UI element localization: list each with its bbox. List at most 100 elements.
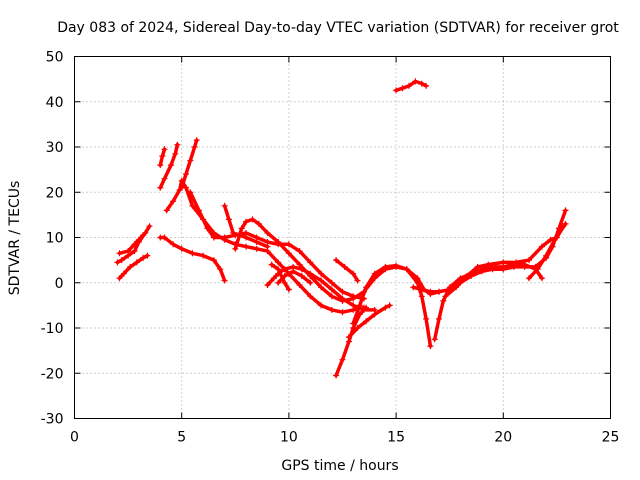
- data-point-marker: [159, 153, 166, 160]
- sdtvar-trace: [527, 222, 568, 280]
- data-point-marker: [318, 277, 325, 284]
- data-point-marker: [339, 356, 346, 363]
- x-tick-label: 25: [602, 430, 620, 446]
- data-point-marker: [255, 220, 262, 227]
- data-point-marker: [298, 266, 305, 273]
- data-point-marker: [193, 137, 200, 144]
- data-point-marker: [163, 207, 170, 214]
- data-point-marker: [350, 270, 357, 277]
- data-point-marker: [382, 263, 389, 270]
- data-point-marker: [118, 257, 125, 264]
- y-tick-label: 0: [55, 276, 64, 292]
- data-point-marker: [264, 230, 271, 236]
- data-point-marker: [268, 261, 275, 268]
- data-point-marker: [290, 268, 297, 275]
- grid: [74, 56, 611, 419]
- data-point-marker: [172, 150, 179, 157]
- data-point-marker: [463, 273, 470, 279]
- data-point-marker: [382, 304, 389, 311]
- data-point-marker: [230, 230, 237, 236]
- data-point-marker: [210, 257, 217, 264]
- data-point-marker: [412, 78, 419, 85]
- sdtvar-trace: [443, 224, 566, 299]
- data-point-marker: [431, 336, 438, 343]
- data-point-marker: [534, 266, 541, 273]
- data-point-marker: [307, 259, 314, 266]
- data-point-marker: [341, 263, 348, 270]
- data-point-marker: [285, 241, 292, 248]
- data-point-marker: [538, 275, 545, 282]
- data-point-marker: [221, 277, 228, 284]
- x-tick-label: 10: [280, 430, 298, 446]
- data-point-marker: [363, 318, 370, 325]
- y-tick-label: -10: [41, 321, 64, 337]
- data-point-marker: [140, 254, 147, 261]
- data-point-marker: [210, 234, 217, 241]
- data-point-marker: [146, 223, 153, 230]
- data-point-marker: [418, 80, 425, 87]
- data-point-marker: [187, 157, 194, 164]
- data-point-marker: [116, 250, 123, 257]
- data-point-marker: [275, 266, 282, 273]
- data-point-marker: [440, 297, 447, 304]
- data-point-marker: [551, 236, 558, 243]
- axis-ticks: 0 5 10 15 20 25 -30 -20 -10 0 10 20 30 40 50: [41, 50, 620, 446]
- data-point-marker: [393, 262, 400, 269]
- x-tick-label: 0: [70, 430, 79, 446]
- y-tick-label: -20: [41, 366, 64, 382]
- data-point-marker: [168, 162, 174, 169]
- data-point-marker: [307, 270, 314, 277]
- data-point-marker: [232, 245, 239, 252]
- data-point-marker: [446, 284, 453, 291]
- data-point-marker: [204, 225, 211, 232]
- data-point-marker: [333, 257, 340, 264]
- sdtvar-trace: [188, 190, 366, 301]
- data-point-marker: [125, 248, 132, 255]
- data-point-marker: [453, 284, 460, 291]
- data-point-marker: [363, 284, 370, 291]
- data-point-marker: [350, 320, 357, 327]
- data-point-marker: [189, 202, 196, 209]
- data-point-marker: [170, 241, 177, 248]
- data-point-marker: [356, 302, 363, 309]
- x-tick-label: 15: [387, 430, 405, 446]
- data-point-marker: [275, 239, 282, 245]
- data-point-marker: [328, 306, 335, 313]
- data-point-marker: [399, 85, 406, 92]
- data-point-marker: [513, 259, 520, 266]
- data-point-marker: [318, 284, 325, 291]
- data-point-marker: [253, 245, 260, 252]
- data-point-marker: [354, 325, 361, 331]
- data-point-marker: [538, 243, 545, 250]
- data-point-marker: [386, 302, 393, 309]
- data-point-marker: [345, 334, 352, 341]
- data-point-marker: [157, 162, 164, 169]
- data-point-marker: [500, 259, 507, 266]
- data-point-marker: [328, 279, 335, 286]
- data-point-marker: [275, 259, 282, 266]
- data-point-marker: [436, 288, 442, 295]
- data-point-marker: [418, 286, 425, 293]
- data-point-marker: [114, 259, 121, 266]
- sdtvar-trace: [269, 262, 291, 292]
- x-tick-label: 20: [494, 430, 512, 446]
- y-tick-label: -30: [41, 412, 64, 428]
- y-axis-label: SDTVAR / TECUs: [7, 181, 23, 296]
- y-tick-label: 50: [46, 50, 64, 66]
- data-point-marker: [318, 302, 325, 309]
- data-point-marker: [307, 279, 314, 286]
- data-point-marker: [281, 279, 288, 286]
- data-point-marker: [436, 315, 442, 322]
- data-point-marker: [225, 216, 232, 223]
- data-point-marker: [144, 252, 151, 259]
- data-point-marker: [427, 343, 434, 350]
- data-layer: [114, 78, 569, 379]
- data-point-marker: [339, 288, 346, 295]
- x-tick-label: 5: [177, 430, 186, 446]
- data-point-marker: [562, 207, 569, 214]
- data-point-marker: [333, 372, 340, 379]
- data-point-marker: [339, 295, 346, 302]
- data-point-marker: [281, 266, 288, 273]
- data-point-marker: [423, 315, 430, 322]
- data-point-marker: [543, 252, 550, 259]
